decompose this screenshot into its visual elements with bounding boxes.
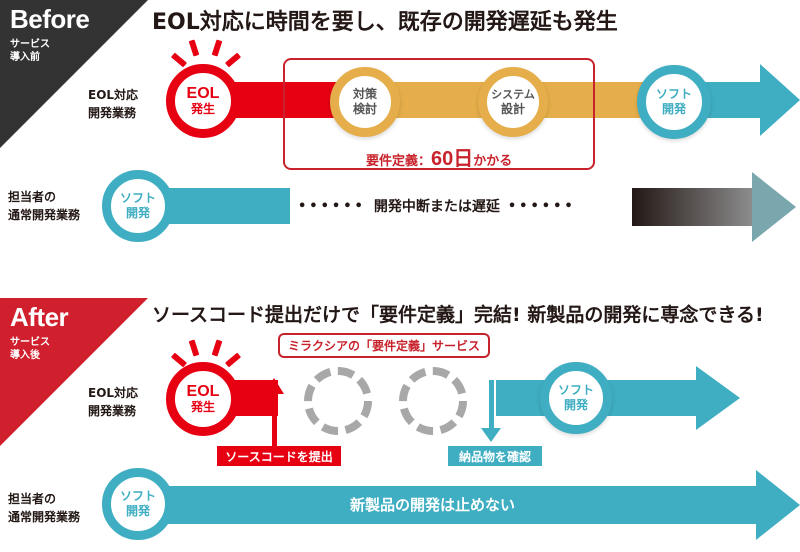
skipped-step-circle — [399, 367, 467, 435]
after-subtitle: サービス 導入後 — [10, 337, 50, 361]
before-delay-message: •••••• 開発中断または遅延 •••••• — [298, 198, 576, 216]
after-headline: ソースコード提出だけで「要件定義」完結! 新製品の開発に専念できる! — [152, 304, 764, 326]
before-corner-banner — [0, 0, 148, 148]
skipped-step-circle — [304, 367, 372, 435]
before-subtitle: サービス 導入前 — [10, 39, 50, 63]
eol-ray — [224, 52, 242, 68]
after-row1-label: EOL対応 開発業務 — [88, 386, 139, 418]
before-step-system-design: システム 設計 — [478, 67, 548, 137]
eol-ray — [170, 352, 188, 368]
after-row2-label: 担当者の 通常開発業務 — [8, 492, 81, 524]
after-soft-dev-circle: ソフト 開発 — [540, 362, 612, 434]
before-row2-arrowhead — [752, 172, 796, 242]
before-delay-gradient-bar — [632, 188, 752, 226]
eol-ray — [224, 352, 242, 368]
eol-ray — [188, 339, 200, 357]
confirm-deliverables-tag: 納品物を確認 — [448, 446, 542, 466]
after-row2-arrowhead — [756, 470, 800, 540]
submit-arrow-shaft — [272, 392, 277, 452]
after-row1-arrowhead — [696, 366, 740, 430]
after-eol-circle: EOL 発生 — [166, 362, 240, 436]
after-row2-banner-text: 新製品の開発は止めない — [350, 496, 516, 514]
before-row1-label: EOL対応 開発業務 — [88, 88, 139, 120]
eol-ray — [211, 339, 223, 357]
submit-arrow-up-icon — [264, 378, 284, 394]
confirm-arrow-down-icon — [481, 428, 501, 442]
before-title: Before — [10, 4, 90, 34]
before-row1-arrowhead — [760, 64, 800, 136]
after-title: After — [10, 302, 69, 332]
eol-ray — [188, 39, 200, 57]
before-eol-bar — [220, 82, 340, 118]
before-row2-soft-circle: ソフト 開発 — [102, 170, 174, 242]
before-soft-dev-circle: ソフト 開発 — [637, 65, 711, 139]
after-row2-soft-circle: ソフト 開発 — [102, 468, 174, 540]
after-service-badge: ミラクシアの「要件定義」サービス — [278, 333, 491, 358]
before-requirement-note: 要件定義： 60日 かかる — [366, 148, 513, 170]
after-row2-bar — [130, 486, 756, 524]
before-eol-circle: EOL 発生 — [166, 64, 240, 138]
eol-ray — [211, 39, 223, 57]
before-requirement-box — [283, 58, 595, 170]
before-step-countermeasure: 対策 検討 — [330, 67, 400, 137]
after-corner-banner — [0, 298, 148, 446]
before-row2-label: 担当者の 通常開発業務 — [8, 190, 81, 222]
eol-ray — [170, 52, 188, 68]
before-headline: EOL対応に時間を要し、既存の開発遅延も発生 — [152, 10, 618, 35]
confirm-arrow-shaft — [489, 380, 494, 430]
submit-source-code-tag: ソースコードを提出 — [217, 446, 341, 466]
